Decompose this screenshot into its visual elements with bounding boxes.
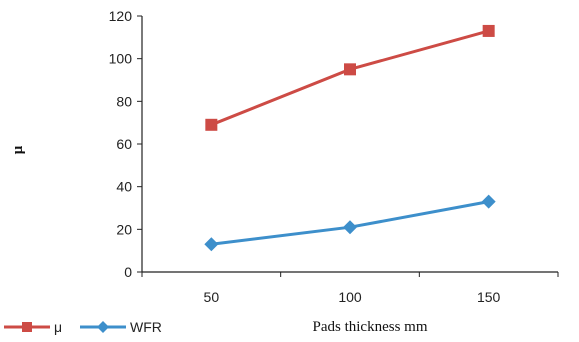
y-tick-label: 0 (124, 264, 132, 280)
series-mu-point (482, 24, 495, 37)
legend-mu-marker (22, 322, 32, 332)
y-axis-title: μ (10, 145, 26, 154)
x-tick-label: 50 (204, 289, 220, 305)
y-tick-label: 120 (109, 8, 133, 24)
y-tick-label: 60 (116, 136, 132, 152)
y-tick-label: 80 (116, 93, 132, 109)
legend-wfr-marker (97, 321, 109, 333)
series-layer (204, 24, 496, 252)
y-tick-label: 100 (109, 51, 133, 67)
series-mu (205, 24, 495, 131)
legend-wfr-label: WFR (130, 319, 162, 335)
x-axis-title: Pads thickness mm (313, 319, 428, 335)
series-mu-point (344, 63, 356, 76)
legend-mu-label: μ (54, 319, 62, 335)
y-tick-label: 20 (116, 221, 132, 237)
series-wfr (204, 194, 496, 252)
series-mu-line (210, 29, 490, 127)
series-wfr-point (343, 220, 357, 235)
x-ticks: 50 100 150 (141, 272, 559, 305)
x-tick-label: 100 (338, 289, 362, 305)
series-wfr-point (481, 194, 496, 209)
series-mu-point (205, 118, 218, 131)
y-ticks: 0 20 40 60 80 100 120 (109, 8, 142, 280)
x-tick-label: 150 (477, 289, 501, 305)
series-wfr-point (204, 237, 219, 252)
y-tick-label: 40 (116, 179, 132, 195)
legend: μ WFR (4, 319, 162, 335)
